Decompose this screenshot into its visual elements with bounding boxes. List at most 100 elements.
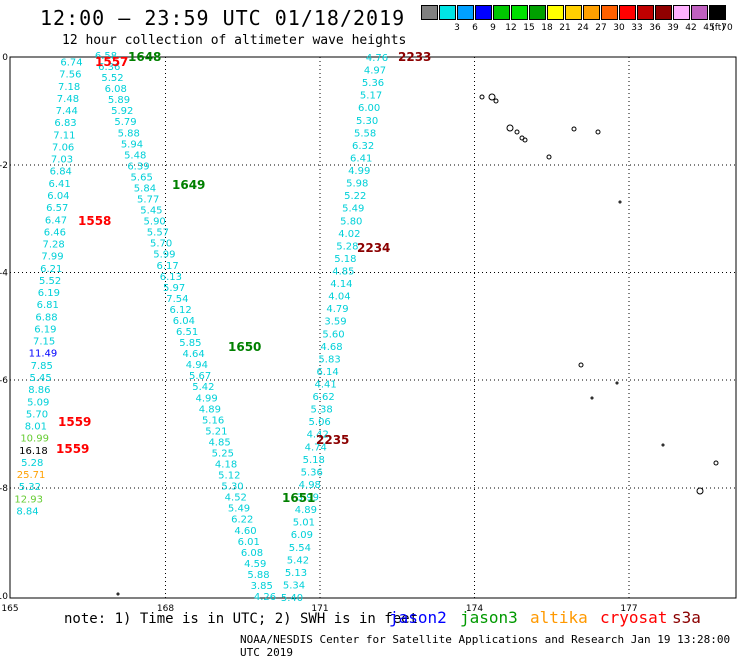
pass-time-label: 2235 bbox=[316, 433, 349, 447]
wave-height-label: 7.15 bbox=[33, 337, 55, 348]
island-outline bbox=[506, 124, 514, 132]
legend-swatch bbox=[691, 5, 708, 20]
wave-height-label: 4.99 bbox=[348, 166, 370, 177]
wave-height-label: 4.94 bbox=[186, 360, 208, 371]
wave-height-label: 4.76 bbox=[366, 53, 388, 64]
legend-label: 9 bbox=[490, 23, 496, 33]
pass-time-label: 1648 bbox=[128, 50, 161, 64]
island-outline bbox=[522, 137, 528, 143]
island-outline bbox=[615, 381, 619, 385]
island-outline bbox=[595, 129, 601, 135]
wave-height-label: 5.94 bbox=[121, 139, 143, 150]
map-frame bbox=[9, 56, 737, 599]
legend-label: 70 bbox=[721, 23, 733, 33]
wave-height-label: 4.89 bbox=[199, 404, 221, 415]
wave-height-label: 3.99 bbox=[297, 493, 319, 504]
wave-height-label: 5.30 bbox=[356, 116, 378, 127]
wave-height-label: 6.19 bbox=[34, 324, 56, 335]
pass-time-label: 1650 bbox=[228, 340, 261, 354]
lon-tick-label: 177 bbox=[620, 604, 637, 614]
legend-swatch bbox=[547, 5, 564, 20]
island-outline bbox=[571, 126, 577, 132]
wave-height-label: 5.77 bbox=[137, 195, 159, 206]
legend-label: 15 bbox=[523, 23, 535, 33]
wave-height-label: 4.68 bbox=[320, 342, 342, 353]
island-outline bbox=[618, 200, 622, 204]
wave-height-label: 6.13 bbox=[160, 272, 182, 283]
wave-height-label: 5.06 bbox=[309, 417, 331, 428]
wave-height-label: 5.90 bbox=[144, 217, 166, 228]
wave-height-label: 8.84 bbox=[16, 507, 38, 518]
legend-unit: (ft) bbox=[711, 23, 725, 33]
island-outline bbox=[514, 129, 520, 135]
legend-label: 6 bbox=[472, 23, 478, 33]
lat-tick-label: 0 bbox=[2, 53, 8, 63]
wave-height-label: 6.84 bbox=[50, 167, 72, 178]
pass-time-label: 1649 bbox=[172, 178, 205, 192]
legend-swatch bbox=[583, 5, 600, 20]
wave-height-label: 7.99 bbox=[41, 252, 63, 263]
wave-height-label: 5.88 bbox=[118, 128, 140, 139]
wave-height-label: 5.57 bbox=[147, 228, 169, 239]
wave-height-label: 5.21 bbox=[205, 426, 227, 437]
wave-height-label: 25.71 bbox=[17, 470, 46, 481]
satellite-label-altika: altika bbox=[530, 608, 588, 627]
wave-height-label: 5.30 bbox=[221, 482, 243, 493]
legend-swatch bbox=[493, 5, 510, 20]
lat-tick-label: -8 bbox=[0, 484, 8, 494]
wave-height-label: 4.04 bbox=[328, 292, 350, 303]
wave-height-label: 4.85 bbox=[208, 437, 230, 448]
legend-swatch bbox=[673, 5, 690, 20]
wave-height-label: 6.17 bbox=[157, 261, 179, 272]
wave-height-label: 5.17 bbox=[360, 91, 382, 102]
island-outline bbox=[713, 460, 719, 466]
wave-height-label: 7.56 bbox=[59, 70, 81, 81]
wave-height-label: 4.59 bbox=[244, 559, 266, 570]
wave-height-label: 5.42 bbox=[192, 382, 214, 393]
wave-height-label: 4.79 bbox=[326, 304, 348, 315]
wave-height-label: 6.12 bbox=[169, 305, 191, 316]
island-outline bbox=[488, 93, 496, 101]
wave-height-label: 6.22 bbox=[231, 515, 253, 526]
wave-height-label: 7.85 bbox=[31, 361, 53, 372]
legend-label: 36 bbox=[649, 23, 661, 33]
pass-time-label: 1558 bbox=[78, 214, 111, 228]
wave-height-label: 5.28 bbox=[21, 458, 43, 469]
legend-label: 18 bbox=[541, 23, 553, 33]
lon-tick-label: 171 bbox=[311, 604, 328, 614]
island-outline bbox=[493, 98, 499, 104]
wave-height-label: 6.47 bbox=[45, 215, 67, 226]
wave-height-label: 5.85 bbox=[179, 338, 201, 349]
pass-time-label: 2233 bbox=[398, 50, 431, 64]
wave-height-label: 6.81 bbox=[37, 300, 59, 311]
wave-height-label: 6.08 bbox=[105, 84, 127, 95]
wave-height-label: 5.49 bbox=[342, 204, 364, 215]
wave-height-label: 5.60 bbox=[322, 329, 344, 340]
wave-height-label: 6.21 bbox=[40, 264, 62, 275]
island-outline bbox=[590, 396, 594, 400]
legend-swatch bbox=[457, 5, 474, 20]
wave-height-label: 5.28 bbox=[336, 241, 358, 252]
wave-height-label: 6.57 bbox=[46, 203, 68, 214]
page-subtitle: 12 hour collection of altimeter wave hei… bbox=[62, 33, 407, 48]
wave-height-label: 16.18 bbox=[19, 446, 48, 457]
wave-height-label: 7.54 bbox=[166, 294, 188, 305]
wave-height-label: 6.51 bbox=[176, 327, 198, 338]
legend-label: 12 bbox=[505, 23, 517, 33]
lat-tick-label: -2 bbox=[0, 161, 8, 171]
wave-height-label: 7.18 bbox=[58, 82, 80, 93]
wave-height-label: 5.99 bbox=[153, 250, 175, 261]
lat-tick-label: -10 bbox=[0, 592, 8, 602]
wave-height-label: 5.25 bbox=[212, 448, 234, 459]
wave-height-label: 5.54 bbox=[289, 543, 311, 554]
wave-height-label: 6.58 bbox=[95, 51, 117, 62]
wave-height-label: 3.85 bbox=[251, 581, 273, 592]
wave-height-label: 4.60 bbox=[234, 526, 256, 537]
legend-swatch bbox=[601, 5, 618, 20]
wave-height-label: 4.26 bbox=[254, 592, 276, 603]
wave-height-label: 6.88 bbox=[35, 312, 57, 323]
wave-height-label: 4.64 bbox=[182, 349, 204, 360]
wave-height-label: 8.86 bbox=[28, 385, 50, 396]
legend-label: 3 bbox=[454, 23, 460, 33]
wave-height-label: 4.52 bbox=[225, 493, 247, 504]
